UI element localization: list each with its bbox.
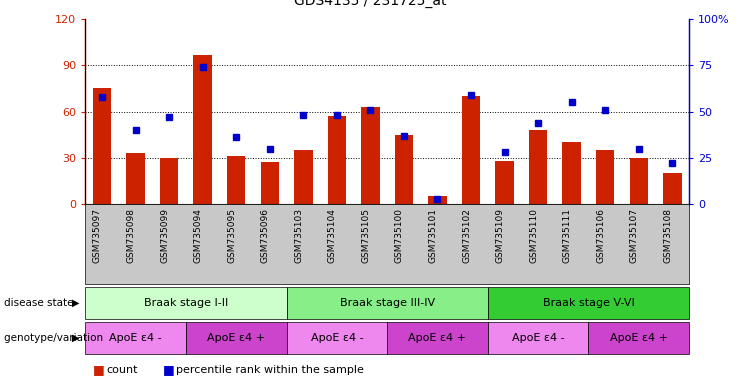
Text: ApoE ε4 -: ApoE ε4 -	[310, 333, 363, 343]
Bar	[496, 161, 514, 204]
Text: GSM735110: GSM735110	[529, 208, 538, 263]
Text: GSM735104: GSM735104	[328, 208, 337, 263]
Bar	[294, 150, 313, 204]
Text: GDS4135 / 231725_at: GDS4135 / 231725_at	[294, 0, 447, 8]
Text: percentile rank within the sample: percentile rank within the sample	[176, 364, 365, 374]
Text: GSM735107: GSM735107	[630, 208, 639, 263]
Bar	[93, 88, 111, 204]
Text: GSM735102: GSM735102	[462, 208, 471, 263]
Bar	[596, 150, 614, 204]
Bar	[193, 55, 212, 204]
Text: GSM735103: GSM735103	[294, 208, 303, 263]
Bar	[126, 153, 144, 204]
Bar	[462, 96, 480, 204]
Text: ApoE ε4 +: ApoE ε4 +	[610, 333, 668, 343]
Text: GSM735105: GSM735105	[362, 208, 370, 263]
Text: GSM735100: GSM735100	[395, 208, 404, 263]
Bar	[261, 162, 279, 204]
Bar	[663, 173, 682, 204]
Text: GSM735098: GSM735098	[127, 208, 136, 263]
Text: ■: ■	[163, 363, 175, 376]
Bar	[227, 156, 245, 204]
Text: GSM735099: GSM735099	[160, 208, 169, 263]
Text: GSM735096: GSM735096	[261, 208, 270, 263]
Text: GSM735109: GSM735109	[496, 208, 505, 263]
Text: ApoE ε4 -: ApoE ε4 -	[512, 333, 565, 343]
Text: ApoE ε4 -: ApoE ε4 -	[109, 333, 162, 343]
Bar	[361, 107, 379, 204]
Text: ApoE ε4 +: ApoE ε4 +	[408, 333, 467, 343]
Text: Braak stage III-IV: Braak stage III-IV	[339, 298, 435, 308]
Text: ApoE ε4 +: ApoE ε4 +	[207, 333, 265, 343]
Bar	[562, 142, 581, 204]
Text: disease state: disease state	[4, 298, 76, 308]
Bar	[630, 158, 648, 204]
Text: GSM735097: GSM735097	[93, 208, 102, 263]
Text: ▶: ▶	[72, 298, 79, 308]
Text: Braak stage I-II: Braak stage I-II	[144, 298, 228, 308]
Text: GSM735106: GSM735106	[597, 208, 605, 263]
Bar	[428, 196, 447, 204]
Text: ▶: ▶	[72, 333, 79, 343]
Text: ■: ■	[93, 363, 104, 376]
Bar	[529, 130, 548, 204]
Text: count: count	[106, 364, 138, 374]
Text: GSM735101: GSM735101	[428, 208, 437, 263]
Text: Braak stage V-VI: Braak stage V-VI	[542, 298, 634, 308]
Text: GSM735111: GSM735111	[562, 208, 572, 263]
Text: GSM735094: GSM735094	[193, 208, 202, 263]
Bar	[395, 135, 413, 204]
Text: GSM735095: GSM735095	[227, 208, 236, 263]
Text: GSM735108: GSM735108	[663, 208, 672, 263]
Bar	[160, 158, 179, 204]
Bar	[328, 116, 346, 204]
Text: genotype/variation: genotype/variation	[4, 333, 106, 343]
